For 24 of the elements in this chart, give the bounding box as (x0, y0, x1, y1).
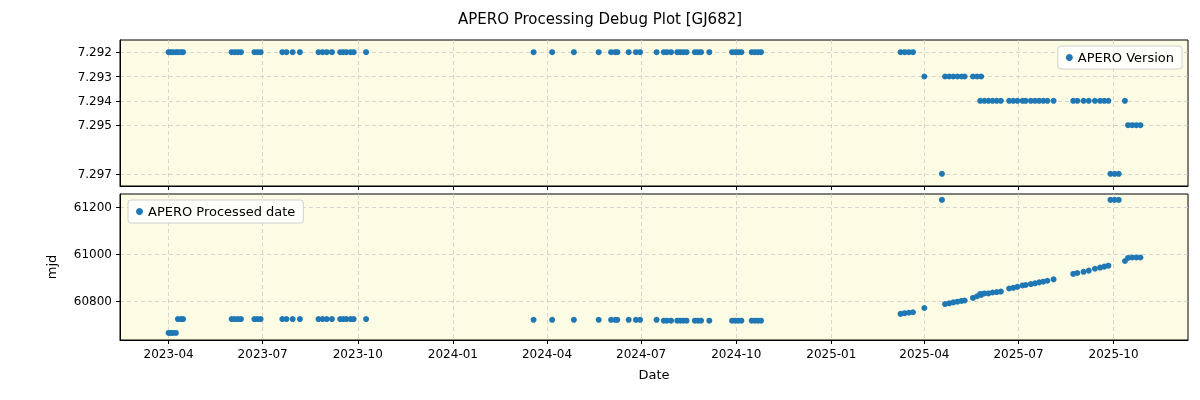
x-axis-title: Date (638, 367, 670, 382)
y-tick-label: 7.294 (77, 93, 112, 108)
y-tick-label: 7.293 (77, 69, 112, 84)
x-tick-label: 2024-01 (427, 347, 478, 361)
y-axis-title: mjd (44, 254, 59, 280)
x-tick-label: 2023-10 (332, 347, 383, 361)
x-tick-label: 2024-10 (711, 347, 762, 361)
x-tick-label: 2025-10 (1088, 347, 1139, 361)
x-tick-label: 2025-04 (899, 347, 950, 361)
x-tick-label: 2024-07 (616, 347, 667, 361)
y-tick-label: 61200 (73, 199, 112, 214)
chart-title: APERO Processing Debug Plot [GJ682] (457, 9, 743, 28)
y-tick-label: 7.292 (77, 45, 112, 60)
x-tick-label: 2023-04 (143, 347, 194, 361)
y-tick-label: 7.297 (77, 166, 112, 181)
x-tick-label: 2024-04 (521, 347, 573, 361)
legend-label: APERO Version (1077, 50, 1175, 65)
y-tick-label: 7.295 (77, 118, 112, 133)
x-tick-label: 2025-07 (993, 347, 1044, 361)
y-tick-label: 61000 (73, 246, 112, 261)
y-tick-label: 60800 (73, 293, 112, 308)
legend-label: APERO Processed date (148, 204, 296, 219)
x-tick-label: 2025-01 (806, 347, 857, 361)
x-tick-label: 2023-07 (237, 347, 288, 361)
